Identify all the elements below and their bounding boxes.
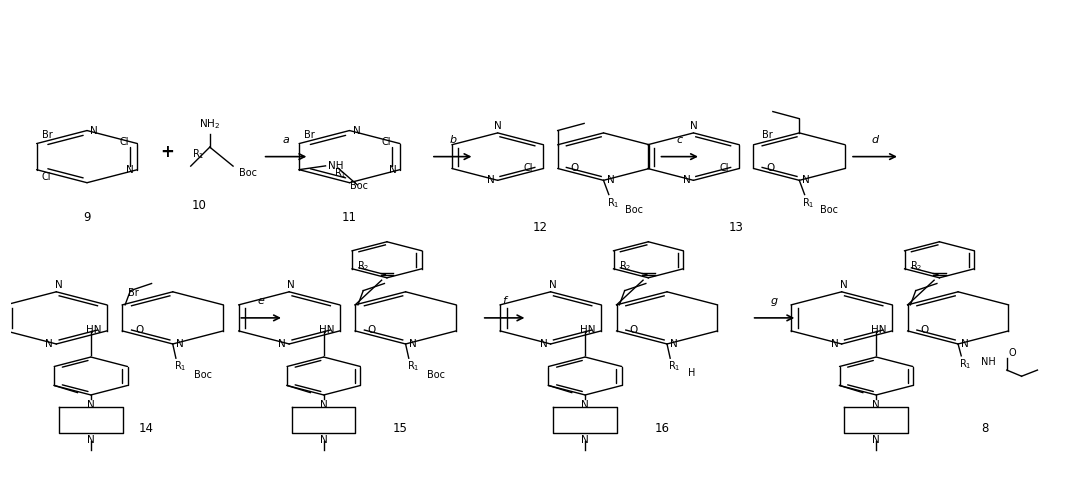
Text: R$_1$: R$_1$ — [669, 360, 680, 374]
Text: R$_1$: R$_1$ — [802, 196, 815, 210]
Text: N: N — [873, 400, 880, 410]
Text: N: N — [320, 435, 327, 445]
Text: Cl: Cl — [42, 172, 52, 182]
Text: 16: 16 — [654, 422, 670, 435]
Text: N: N — [320, 400, 327, 410]
Text: Boc: Boc — [240, 168, 257, 179]
Text: N: N — [279, 339, 286, 349]
Text: N: N — [802, 175, 810, 185]
Text: N: N — [831, 339, 838, 349]
Text: N: N — [287, 280, 295, 290]
Text: 11: 11 — [342, 211, 357, 224]
Text: N: N — [87, 400, 95, 410]
Text: b: b — [449, 135, 456, 145]
Text: 10: 10 — [192, 199, 206, 212]
Text: O: O — [766, 164, 774, 173]
Text: O: O — [630, 325, 637, 335]
Text: Br: Br — [42, 130, 53, 140]
Text: Cl: Cl — [524, 164, 532, 173]
Text: Br: Br — [305, 130, 315, 140]
Text: N: N — [91, 125, 98, 136]
Text: HN: HN — [86, 325, 102, 335]
Text: +: + — [161, 143, 174, 161]
Text: O: O — [920, 325, 929, 335]
Text: Boc: Boc — [624, 205, 643, 215]
Text: e: e — [258, 296, 265, 306]
Text: N: N — [873, 435, 880, 445]
Text: N: N — [671, 339, 678, 349]
Text: N: N — [55, 280, 63, 290]
Text: H: H — [688, 368, 696, 378]
Text: N: N — [690, 121, 698, 131]
Text: Boc: Boc — [350, 182, 368, 191]
Text: N: N — [549, 280, 556, 290]
Text: HN: HN — [319, 325, 335, 335]
Text: R$_1$: R$_1$ — [607, 196, 619, 210]
Text: R$_1$: R$_1$ — [334, 166, 347, 181]
Text: R$_1$: R$_1$ — [174, 360, 186, 374]
Text: NH$_2$: NH$_2$ — [199, 117, 220, 131]
Text: 13: 13 — [728, 221, 743, 234]
Text: a: a — [283, 135, 289, 145]
Text: Br: Br — [127, 287, 138, 298]
Text: R$_1$: R$_1$ — [959, 357, 972, 371]
Text: O: O — [135, 325, 144, 335]
Text: 8: 8 — [981, 422, 988, 435]
Text: N: N — [607, 175, 615, 185]
Text: R$_1$: R$_1$ — [192, 147, 204, 161]
Text: N: N — [45, 339, 53, 349]
Text: R$_2$: R$_2$ — [357, 259, 369, 273]
Text: 15: 15 — [393, 422, 408, 435]
Text: N: N — [408, 339, 417, 349]
Text: O: O — [1009, 348, 1016, 359]
Text: Boc: Boc — [427, 370, 445, 380]
Text: N: N — [389, 165, 396, 175]
Text: O: O — [570, 164, 579, 173]
Text: N: N — [487, 175, 495, 185]
Text: Br: Br — [762, 130, 772, 140]
Text: 14: 14 — [138, 422, 153, 435]
Text: N: N — [353, 125, 361, 136]
Text: N: N — [176, 339, 184, 349]
Text: O: O — [368, 325, 376, 335]
Text: Cl: Cl — [382, 137, 391, 147]
Text: N: N — [961, 339, 969, 349]
Text: HN: HN — [580, 325, 596, 335]
Text: HN: HN — [872, 325, 887, 335]
Text: R$_2$: R$_2$ — [619, 259, 631, 273]
Text: N: N — [494, 121, 501, 131]
Text: N: N — [683, 175, 690, 185]
Text: N: N — [540, 339, 548, 349]
Text: R$_2$: R$_2$ — [909, 259, 922, 273]
Text: Boc: Boc — [194, 370, 212, 380]
Text: N: N — [581, 400, 589, 410]
Text: g: g — [771, 296, 778, 306]
Text: NH: NH — [982, 357, 996, 367]
Text: Cl: Cl — [719, 164, 729, 173]
Text: c: c — [677, 135, 683, 145]
Text: f: f — [502, 296, 507, 306]
Text: N: N — [87, 435, 95, 445]
Text: N: N — [126, 165, 134, 175]
Text: Boc: Boc — [821, 205, 838, 215]
Text: 9: 9 — [83, 211, 91, 224]
Text: d: d — [872, 135, 878, 145]
Text: Cl: Cl — [120, 137, 129, 147]
Text: 12: 12 — [532, 221, 548, 234]
Text: N: N — [581, 435, 589, 445]
Text: NH: NH — [327, 161, 343, 171]
Text: N: N — [840, 280, 848, 290]
Text: R$_1$: R$_1$ — [407, 360, 419, 374]
